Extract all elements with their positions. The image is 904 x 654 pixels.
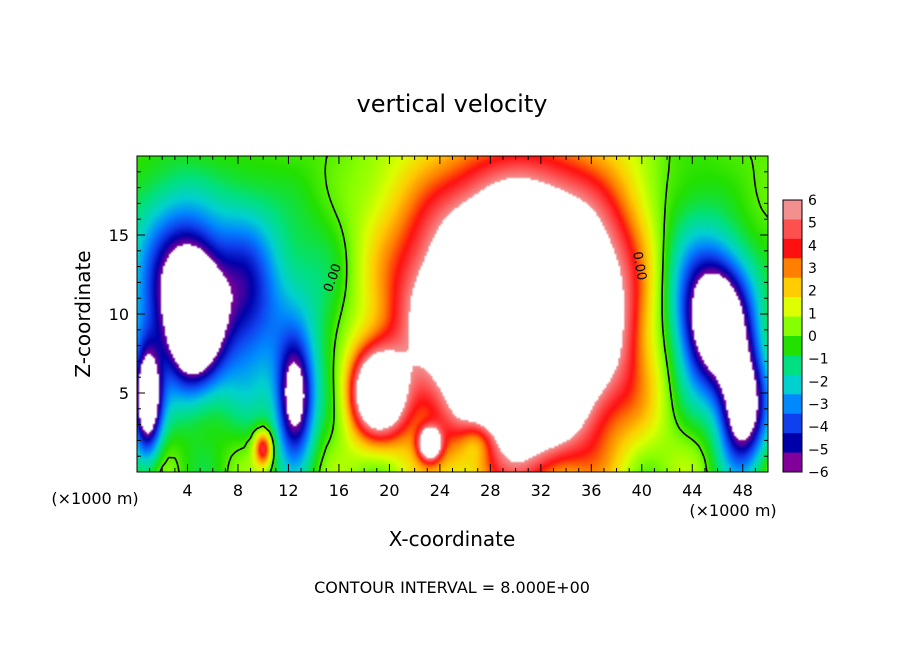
colorbar-label: 1: [808, 306, 817, 322]
x-tick-label: 4: [182, 481, 192, 500]
colorbar-label: 0: [808, 329, 817, 345]
y-tick-label: 15: [109, 226, 129, 245]
colorbar-label: −4: [808, 420, 829, 436]
colorbar-swatch: [783, 200, 802, 220]
colorbar-label: −6: [808, 465, 829, 481]
zero-contours: [159, 156, 768, 472]
y-axis-ticks: 5 10 15: [109, 171, 768, 457]
colorbar-swatch: [783, 297, 802, 318]
x-tick-label: 44: [682, 481, 702, 500]
x-unit-left: (×1000 m): [51, 489, 138, 508]
x-tick-label: 48: [733, 481, 753, 500]
x-axis-label: X-coordinate: [389, 527, 516, 551]
contour-label: 0.00: [629, 250, 649, 281]
x-tick-label: 24: [430, 481, 450, 500]
y-tick-label: 10: [109, 305, 129, 324]
colorbar-swatch: [783, 413, 802, 434]
colorbar-label: 5: [808, 216, 817, 232]
colorbar-label: −3: [808, 397, 829, 413]
colorbar-swatch: [783, 433, 802, 454]
colorbar-label: 4: [808, 238, 817, 254]
heatmap-field: [137, 156, 768, 472]
x-tick-label: 32: [531, 481, 551, 500]
colorbar-label: −2: [808, 374, 829, 390]
colorbar-label: 2: [808, 284, 817, 300]
x-tick-label: 36: [581, 481, 601, 500]
x-axis-ticks: 4 8 12 16 20 24 28 32 36 40 44 48: [149, 156, 756, 500]
y-axis-label: Z-coordinate: [71, 250, 95, 377]
colorbar-swatch: [783, 452, 802, 473]
colorbar: 6 5 4 3 2 1 0 −1 −2 −3 −4 −5 −6: [782, 193, 829, 481]
colorbar-swatch: [783, 394, 802, 415]
colorbar-label: 3: [808, 261, 817, 277]
colorbar-swatch: [783, 316, 802, 337]
contour-interval-note: CONTOUR INTERVAL = 8.000E+00: [314, 578, 590, 597]
colorbar-swatch: [783, 219, 802, 240]
x-unit-right: (×1000 m): [689, 501, 776, 520]
x-tick-label: 16: [329, 481, 349, 500]
x-tick-label: 40: [632, 481, 652, 500]
chart-title: vertical velocity: [357, 90, 548, 118]
colorbar-swatch: [783, 336, 802, 356]
x-tick-label: 28: [480, 481, 500, 500]
colorbar-swatch: [783, 374, 802, 395]
colorbar-swatch: [783, 238, 802, 259]
colorbar-swatch: [783, 258, 802, 279]
x-tick-label: 12: [278, 481, 298, 500]
colorbar-label: 6: [808, 193, 817, 209]
colorbar-frame: [782, 199, 803, 473]
colorbar-label: −5: [808, 442, 829, 458]
colorbar-swatch: [783, 277, 802, 298]
y-tick-label: 5: [119, 384, 129, 403]
zero-contour-line: [159, 156, 768, 472]
x-tick-label: 20: [379, 481, 399, 500]
colorbar-label: −1: [808, 352, 829, 368]
x-tick-label: 8: [233, 481, 243, 500]
colorbar-swatch: [783, 355, 802, 376]
